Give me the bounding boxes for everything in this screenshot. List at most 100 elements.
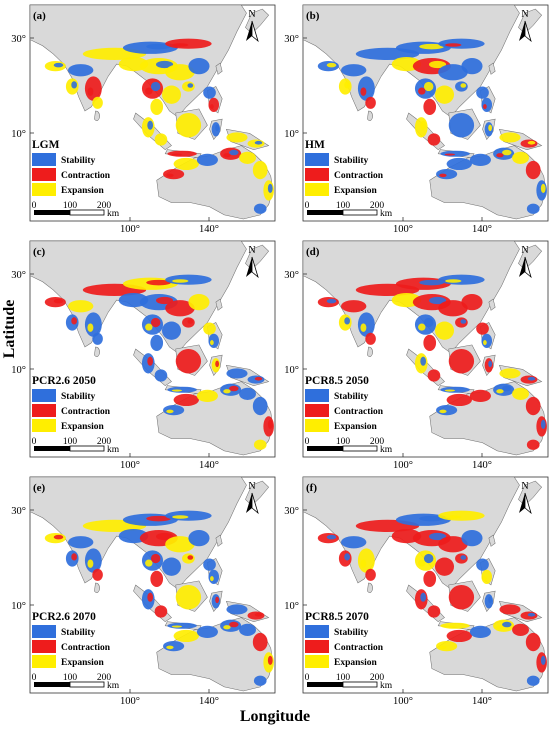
range-patch [435,321,455,340]
range-patch [150,81,161,92]
range-patch [162,557,182,576]
scale-label: 200 [97,673,112,683]
range-patch [150,553,161,564]
range-patch [445,43,462,47]
range-patch [165,300,195,317]
range-patch [166,645,174,650]
legend-label-contraction: Contraction [61,171,111,181]
north-arrow-icon: N [246,9,259,43]
range-patch [267,419,273,429]
legend-label-stability: Stability [61,392,96,402]
range-patch [446,393,472,407]
range-patch [87,559,94,568]
range-patch [344,81,350,89]
range-patch [155,60,174,69]
legend-swatch-contraction [305,168,329,181]
range-patch [476,558,489,571]
range-patch [167,622,197,629]
range-patch [435,85,455,104]
legend-label-stability: Stability [61,156,96,166]
range-patch [53,534,64,540]
range-patch [418,87,426,95]
scale-label: 200 [97,437,112,447]
range-patch [175,349,202,374]
legend-swatch-contraction [305,640,329,653]
legend-swatch-stability [305,389,329,402]
scale-label: 100 [63,673,78,683]
range-patch [365,332,376,345]
range-patch [446,629,472,643]
range-patch [226,368,248,379]
legend-swatch-expansion [32,183,56,196]
range-patch [448,349,475,374]
north-arrow-icon: N [519,9,532,43]
y-axis-title: Latitude [1,299,18,359]
range-patch [483,576,487,582]
lon-tick-label: 140° [472,224,492,235]
range-patch [167,386,197,393]
range-patch [150,98,164,116]
scale-unit: km [107,209,120,219]
lon-tick-label: 100° [120,696,140,707]
scale-bar-black [34,210,70,215]
panel-letter: (c) [33,246,46,258]
panel-title: LGM [32,139,60,151]
legend-label-expansion: Expansion [334,422,377,432]
range-patch [525,396,541,416]
range-patch [171,625,183,628]
range-patch [253,203,267,214]
range-patch [154,133,168,146]
scale-label: 0 [32,673,37,683]
scale-unit: km [380,681,393,691]
legend-swatch-stability [305,625,329,638]
range-patch [469,625,491,638]
range-patch [488,360,493,368]
range-patch [188,293,210,311]
sri-lanka-shape [367,110,373,121]
range-patch [419,279,444,286]
lat-tick-label: 10° [284,601,299,612]
range-patch [150,317,161,328]
scale-label: 0 [305,673,310,683]
scale-label: 0 [32,201,37,211]
range-patch [512,151,529,164]
north-arrow-right [251,256,259,279]
range-patch [210,104,214,110]
legend-label-stability: Stability [334,156,369,166]
north-arrow-icon: N [246,245,259,279]
range-patch [229,621,239,628]
north-arrow-left [519,257,525,277]
range-patch [210,576,214,582]
x-axis-title: Longitude [239,708,311,725]
range-patch [167,150,197,157]
range-patch [444,389,456,392]
range-patch [525,632,541,652]
range-patch [469,153,491,166]
range-patch [92,332,103,345]
range-patch [439,409,447,414]
map-content [30,477,274,692]
scale-bar-black [307,446,343,451]
scale-label: 200 [370,437,385,447]
range-patch [438,274,485,285]
north-arrow-right [524,20,532,43]
range-patch [341,64,367,77]
range-patch [145,87,153,95]
north-label: N [521,245,528,256]
range-patch [267,183,273,193]
scale-bar-white [69,209,105,216]
north-arrow-right [524,256,532,279]
range-patch [438,536,468,553]
range-patch [68,300,94,313]
scale-label: 100 [63,201,78,211]
lon-tick-label: 100° [120,460,140,471]
range-patch [419,43,444,50]
range-patch [226,132,248,143]
range-patch [71,81,77,89]
range-patch [188,529,210,547]
range-patch [173,157,199,171]
range-patch [444,625,456,628]
range-patch [420,356,427,366]
range-patch [481,333,493,348]
